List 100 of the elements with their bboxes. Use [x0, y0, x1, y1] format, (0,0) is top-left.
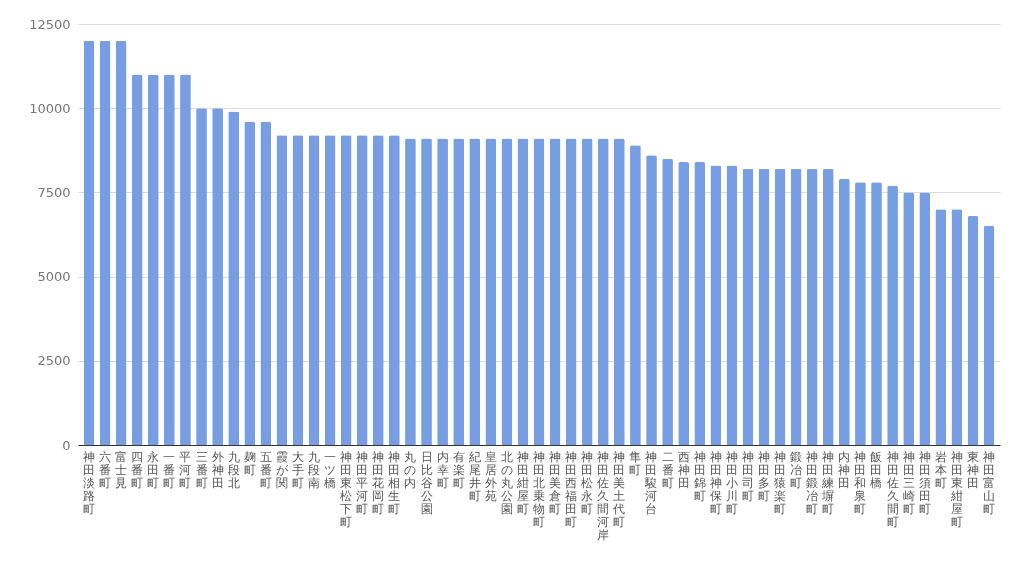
x-tick-label: 皇居外苑 — [484, 449, 497, 503]
x-tick-label: 有楽町 — [452, 449, 465, 490]
bar — [549, 138, 561, 445]
y-tick-label: 5000 — [37, 269, 71, 285]
bar — [469, 138, 481, 445]
x-tick-label: 霞が関 — [275, 449, 289, 490]
x-tick-label: 外神田 — [211, 449, 224, 490]
x-tick-label: 神田富山町 — [982, 449, 995, 516]
x-tick-label: 麹町 — [243, 449, 256, 477]
bar — [983, 226, 995, 445]
x-tick-label: 永田町 — [147, 449, 160, 490]
x-tick-label: 岩本町 — [934, 449, 947, 490]
bar — [147, 74, 159, 445]
bar — [967, 215, 979, 445]
x-tick-label: 神田相生町 — [388, 449, 401, 516]
bar — [710, 165, 722, 445]
bar — [131, 74, 143, 445]
x-tick-label: 紀尾井町 — [468, 449, 481, 503]
x-tick-label: 神田練塀町 — [821, 449, 835, 516]
bar — [597, 138, 609, 445]
bar — [613, 138, 625, 445]
bar — [742, 168, 754, 445]
bar — [340, 135, 352, 445]
bar — [276, 135, 288, 445]
bar — [678, 162, 690, 445]
bar — [453, 138, 465, 445]
bar — [726, 165, 738, 445]
x-tick-label: 神田紺屋町 — [515, 449, 529, 516]
x-tick-label: 神田多町 — [758, 449, 770, 503]
bar — [822, 168, 834, 445]
y-tick-label: 12500 — [29, 16, 71, 32]
x-tick-label: 大手町 — [291, 449, 304, 490]
bar — [758, 168, 770, 445]
bar — [694, 162, 706, 445]
x-tick-label: 西神田 — [677, 449, 690, 490]
bar — [517, 138, 529, 445]
x-tick-label: 神田司町 — [741, 449, 754, 503]
x-tick-label: 平河町 — [179, 449, 192, 490]
x-tick-label: 二番町 — [661, 449, 674, 490]
x-tick-label: 一ツ橋 — [324, 449, 337, 490]
y-tick-label: 0 — [62, 437, 71, 453]
x-tick-label: 神田駿河台 — [644, 449, 658, 516]
bar — [774, 168, 786, 445]
bar — [806, 168, 818, 445]
x-tick-label: 一番町 — [163, 449, 176, 490]
x-tick-label: 鍛冶町 — [790, 449, 803, 490]
x-tick-label: 隼町 — [629, 449, 642, 477]
bar — [951, 209, 963, 445]
y-tick-label: 10000 — [29, 100, 71, 116]
bar — [903, 192, 915, 445]
x-tick-label: 五番町 — [259, 449, 272, 490]
bar — [163, 74, 175, 445]
x-tick-label: 九段北 — [227, 449, 240, 490]
bar — [228, 111, 240, 445]
x-tick-label: 神田北乗物町 — [533, 449, 545, 529]
x-tick-label: 神田錦町 — [693, 449, 706, 503]
x-tick-label: 神田東紺屋町 — [949, 449, 963, 529]
x-tick-label: 東神田 — [966, 449, 979, 490]
x-tick-label: 丸の内 — [404, 449, 417, 490]
x-tick-label: 神田小川町 — [725, 449, 738, 516]
x-tick-label: 神田淡路町 — [83, 449, 96, 516]
bar — [919, 192, 931, 445]
y-tick-label: 2500 — [37, 353, 71, 369]
bar — [935, 209, 947, 445]
x-tick-label: 神田美倉町 — [549, 449, 562, 516]
bar — [115, 40, 127, 445]
x-tick-label: 内幸町 — [436, 449, 449, 490]
bar — [324, 135, 336, 445]
bar — [790, 168, 802, 445]
x-tick-label: 北の丸公園 — [500, 449, 513, 516]
bar — [260, 121, 272, 445]
x-tick-label: 日比谷公園 — [420, 449, 433, 516]
x-tick-label: 神田佐久間町 — [886, 449, 899, 529]
x-tick-label: 神田和泉町 — [854, 449, 867, 516]
bar — [83, 40, 95, 445]
x-tick-label: 神田平河町 — [356, 449, 369, 516]
x-tick-label: 六番町 — [99, 449, 112, 490]
bar — [356, 135, 368, 445]
bar — [99, 40, 111, 445]
x-tick-label: 神田東松下町 — [340, 449, 353, 529]
x-tick-label: 神田美土代町 — [612, 449, 626, 529]
bar — [388, 135, 400, 445]
bar — [308, 135, 320, 445]
bar — [485, 138, 497, 445]
x-tick-label: 内神田 — [838, 449, 851, 490]
bar — [581, 138, 593, 445]
x-tick-label: 九段南 — [308, 449, 320, 490]
bar — [565, 138, 577, 445]
x-tick-label: 三番町 — [195, 449, 208, 490]
x-tick-label: 飯田橋 — [870, 449, 883, 490]
bar — [372, 135, 384, 445]
x-tick-label: 神田西福田町 — [565, 449, 578, 529]
x-tick-label: 神田佐久間河岸 — [597, 449, 610, 542]
x-tick-label: 神田三崎町 — [902, 449, 915, 516]
y-tick-label: 7500 — [37, 184, 71, 200]
x-tick-label: 神田松永町 — [581, 449, 594, 516]
x-tick-label: 四番町 — [131, 449, 144, 490]
x-tick-label: 神田須田町 — [918, 449, 931, 516]
bar — [838, 178, 850, 445]
x-tick-label: 神田神保町 — [709, 449, 722, 516]
